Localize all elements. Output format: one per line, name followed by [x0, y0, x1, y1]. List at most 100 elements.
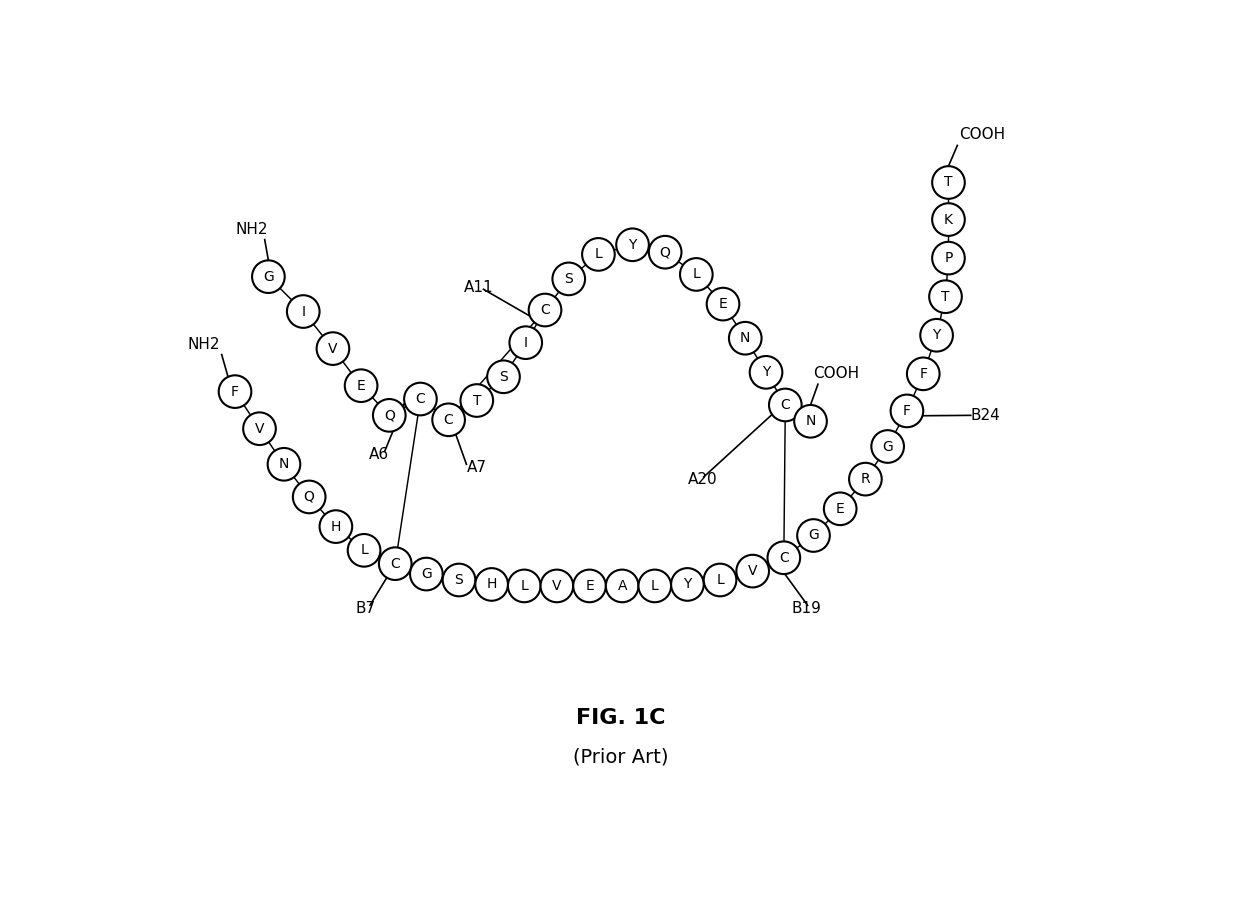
Text: L: L: [651, 579, 658, 593]
Circle shape: [293, 480, 325, 513]
Circle shape: [671, 568, 704, 601]
Circle shape: [616, 229, 649, 261]
Circle shape: [510, 327, 542, 359]
Circle shape: [582, 238, 615, 271]
Text: Q: Q: [304, 490, 315, 504]
Circle shape: [606, 570, 639, 602]
Text: NH2: NH2: [236, 221, 268, 237]
Text: H: H: [331, 520, 341, 533]
Circle shape: [252, 261, 285, 293]
Text: E: E: [719, 297, 728, 311]
Circle shape: [475, 568, 508, 601]
Circle shape: [768, 542, 800, 574]
Text: A20: A20: [687, 471, 717, 487]
Text: L: L: [594, 247, 603, 262]
Circle shape: [932, 167, 965, 199]
Circle shape: [750, 356, 782, 389]
Text: A7: A7: [466, 459, 486, 475]
Text: S: S: [564, 272, 573, 285]
Text: G: G: [263, 270, 274, 284]
Text: Y: Y: [683, 577, 692, 591]
Circle shape: [737, 554, 769, 587]
Text: C: C: [780, 398, 790, 412]
Text: E: E: [836, 501, 844, 516]
Circle shape: [487, 361, 520, 393]
Circle shape: [920, 319, 952, 351]
Text: K: K: [944, 212, 954, 227]
Text: C: C: [391, 556, 401, 571]
Text: E: E: [585, 579, 594, 593]
Circle shape: [906, 358, 940, 390]
Text: G: G: [808, 529, 818, 543]
Circle shape: [704, 564, 737, 597]
Text: N: N: [805, 414, 816, 428]
Text: L: L: [360, 544, 368, 557]
Text: R: R: [861, 472, 870, 486]
Text: H: H: [486, 577, 497, 591]
Text: A6: A6: [368, 447, 388, 462]
Text: N: N: [279, 458, 289, 471]
Circle shape: [268, 448, 300, 480]
Circle shape: [890, 394, 924, 427]
Text: COOH: COOH: [959, 127, 1004, 143]
Text: COOH: COOH: [813, 366, 859, 382]
Text: N: N: [740, 331, 750, 345]
Circle shape: [410, 558, 443, 590]
Text: V: V: [552, 579, 562, 593]
Circle shape: [243, 413, 275, 445]
Text: Y: Y: [932, 328, 941, 342]
Text: G: G: [883, 439, 893, 454]
Text: C: C: [444, 413, 454, 426]
Circle shape: [573, 570, 606, 602]
Text: I: I: [523, 336, 528, 350]
Text: V: V: [254, 422, 264, 436]
Circle shape: [218, 375, 252, 408]
Circle shape: [345, 370, 377, 402]
Circle shape: [460, 384, 494, 417]
Circle shape: [794, 405, 827, 437]
Circle shape: [528, 294, 562, 327]
Text: V: V: [748, 564, 758, 578]
Circle shape: [729, 322, 761, 354]
Circle shape: [680, 258, 713, 291]
Text: T: T: [944, 176, 952, 189]
Circle shape: [649, 236, 682, 268]
Text: C: C: [415, 392, 425, 406]
Circle shape: [872, 430, 904, 463]
Text: S: S: [500, 370, 508, 383]
Text: E: E: [357, 379, 366, 393]
Circle shape: [541, 570, 573, 602]
Text: F: F: [919, 367, 928, 381]
Circle shape: [932, 242, 965, 274]
Circle shape: [797, 519, 830, 552]
Text: F: F: [903, 404, 911, 418]
Text: F: F: [231, 384, 239, 399]
Circle shape: [443, 564, 475, 597]
Circle shape: [433, 404, 465, 436]
Text: I: I: [301, 305, 305, 318]
Text: C: C: [541, 303, 549, 317]
Circle shape: [347, 534, 381, 566]
Text: B7: B7: [355, 600, 376, 616]
Circle shape: [286, 296, 320, 328]
Text: A11: A11: [464, 280, 494, 296]
Text: L: L: [521, 579, 528, 593]
Text: NH2: NH2: [187, 337, 221, 351]
Text: B19: B19: [791, 600, 821, 616]
Circle shape: [639, 570, 671, 602]
Text: G: G: [422, 567, 432, 581]
Circle shape: [849, 463, 882, 495]
Text: P: P: [945, 251, 952, 265]
Text: Y: Y: [629, 238, 636, 252]
Text: T: T: [472, 393, 481, 407]
Text: B24: B24: [971, 408, 1001, 423]
Text: T: T: [941, 290, 950, 304]
Text: FIG. 1C: FIG. 1C: [575, 708, 666, 728]
Text: Q: Q: [384, 408, 394, 423]
Text: A: A: [618, 579, 627, 593]
Circle shape: [316, 332, 350, 365]
Circle shape: [320, 511, 352, 543]
Text: L: L: [717, 573, 724, 587]
Circle shape: [553, 263, 585, 296]
Circle shape: [404, 382, 436, 415]
